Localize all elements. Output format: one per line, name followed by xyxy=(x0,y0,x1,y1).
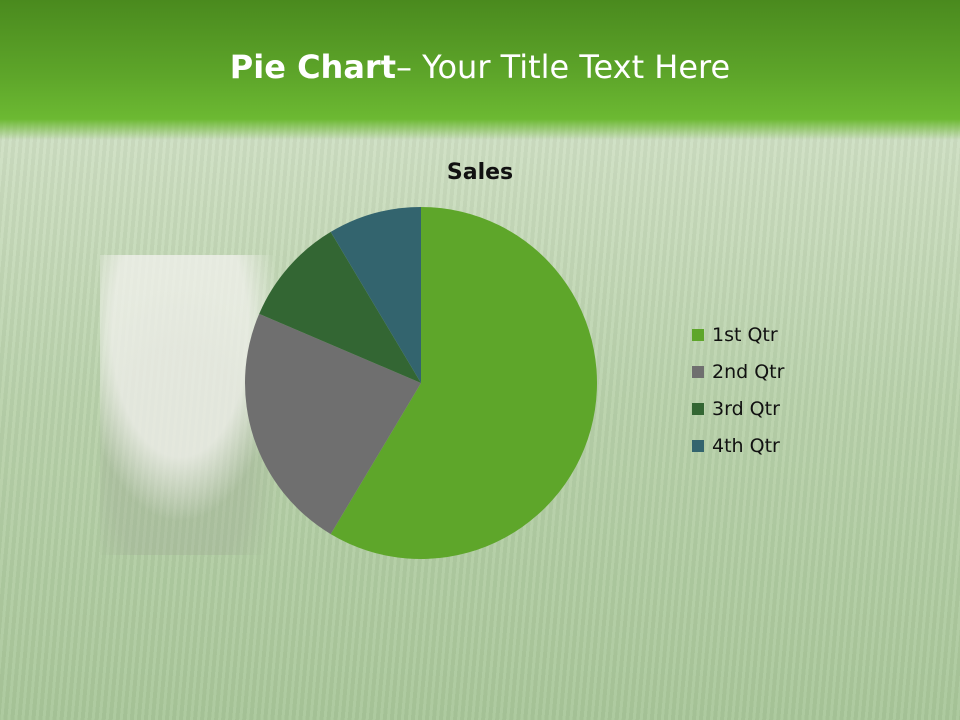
legend-swatch xyxy=(692,328,704,341)
legend-item-4: 4th Qtr xyxy=(692,427,784,464)
legend-item-3: 3rd Qtr xyxy=(692,390,784,427)
slide-title-rest: – Your Title Text Here xyxy=(396,48,731,86)
title-banner xyxy=(0,0,960,140)
pie-slice-4 xyxy=(330,207,421,383)
legend-swatch xyxy=(692,439,704,452)
slide-title: Pie Chart– Your Title Text Here xyxy=(0,48,960,86)
pie-slice-1 xyxy=(330,207,597,559)
chart-legend: 1st Qtr 2nd Qtr 3rd Qtr 4th Qtr xyxy=(692,316,784,464)
slide-title-bold: Pie Chart xyxy=(229,48,396,86)
pie-slice-3 xyxy=(259,231,421,383)
legend-swatch xyxy=(692,365,704,378)
legend-label: 4th Qtr xyxy=(712,434,780,457)
legend-item-1: 1st Qtr xyxy=(692,316,784,353)
legend-item-2: 2nd Qtr xyxy=(692,353,784,390)
legend-label: 2nd Qtr xyxy=(712,360,785,383)
legend-label: 1st Qtr xyxy=(712,323,778,346)
legend-label: 3rd Qtr xyxy=(712,397,780,420)
chart-title: Sales xyxy=(446,160,514,185)
pie-slice-2 xyxy=(245,313,421,535)
legend-swatch xyxy=(692,402,704,415)
